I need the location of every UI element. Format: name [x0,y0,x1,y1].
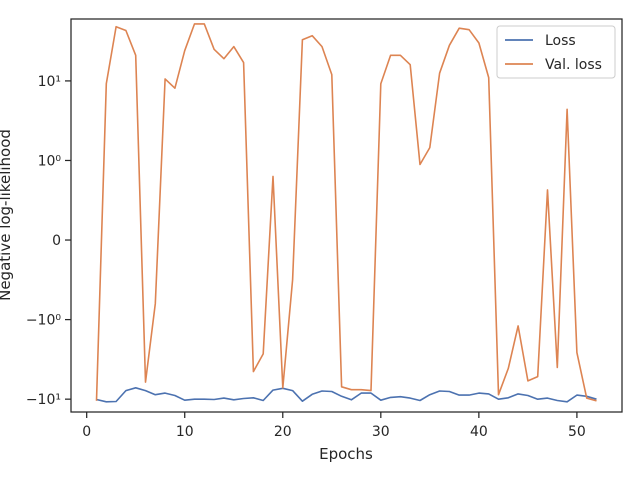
y-tick-label: 10¹ [38,74,61,90]
x-tick-label: 10 [176,424,194,440]
x-tick-label: 20 [274,424,292,440]
x-tick-label: 30 [372,424,390,440]
plot-area [95,23,597,403]
plot-frame [70,18,623,413]
x-tick-label: 50 [568,424,586,440]
x-tick-label: 40 [470,424,488,440]
legend-label-2: Val. loss [545,57,602,73]
legend-box [496,25,616,79]
series-line-2 [95,23,597,402]
axes: 0 10 20 30 40 50 −10¹ −10⁰ 0 10⁰ 10¹ [26,18,623,440]
y-tick-label: 0 [52,233,61,249]
legend: Loss Val. loss [496,25,616,79]
y-tick-label: −10¹ [26,392,61,408]
y-axis-label: Negative log-likelihood [0,129,14,301]
x-axis-label: Epochs [319,445,373,463]
y-tick-label: −10⁰ [26,313,62,329]
y-tick-label: 10⁰ [38,153,62,169]
legend-label-1: Loss [545,33,576,49]
series-line-1 [96,386,597,403]
x-tick-label: 0 [82,424,91,440]
